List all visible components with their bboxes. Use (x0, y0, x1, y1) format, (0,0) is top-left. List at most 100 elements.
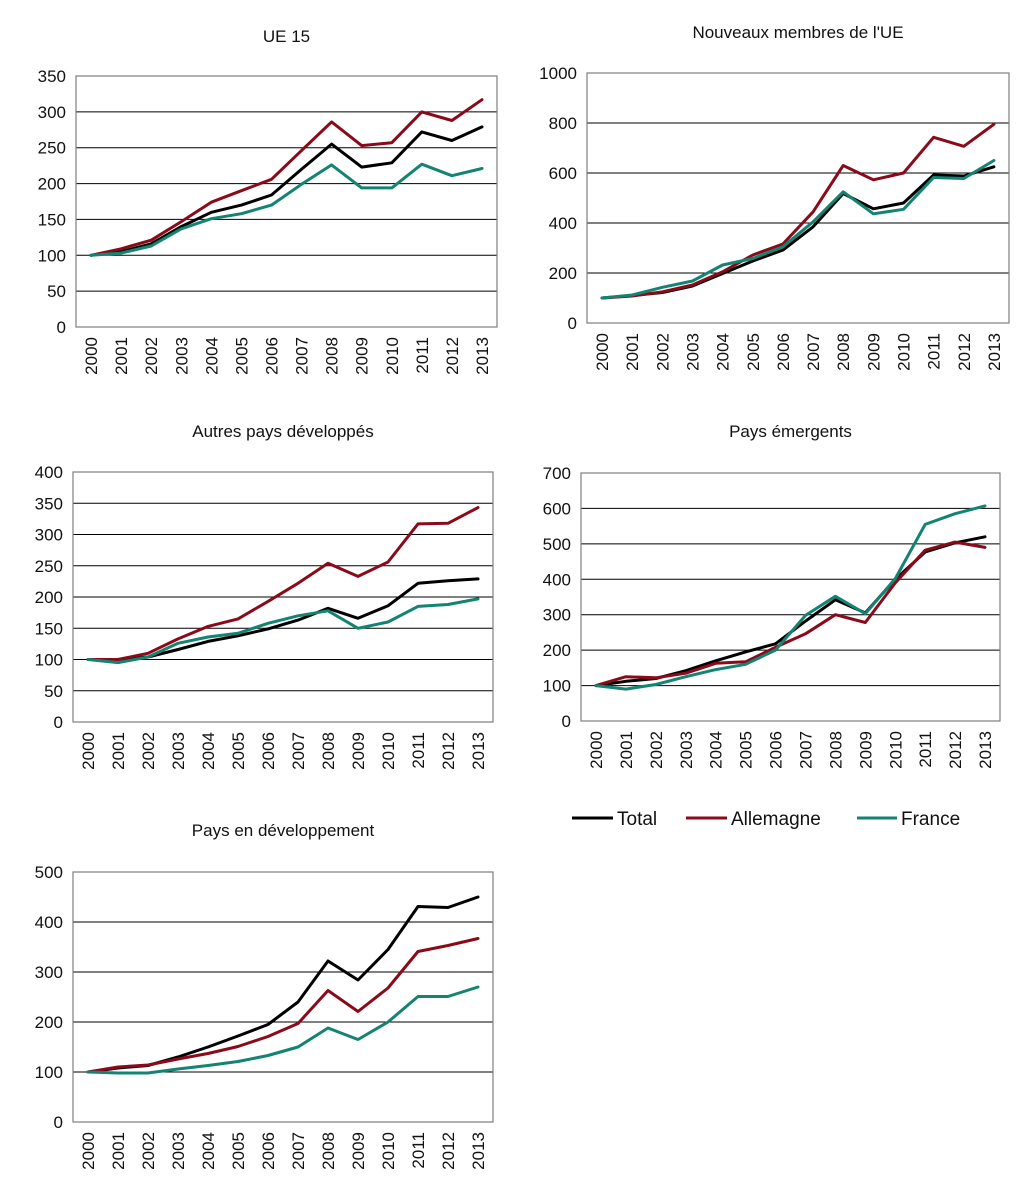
x-tick-label: 2002 (139, 1132, 158, 1170)
series-line-allemagne (86, 937, 480, 1074)
y-tick-label: 350 (38, 67, 66, 86)
x-tick-label: 2012 (439, 732, 458, 770)
x-tick-label: 2005 (232, 337, 251, 375)
x-tick-label: 2010 (379, 1132, 398, 1170)
x-tick-label: 2004 (707, 731, 726, 769)
x-tick-label: 2000 (79, 732, 98, 770)
x-tick-label: 2011 (413, 337, 432, 374)
y-tick-label: 700 (543, 464, 571, 483)
x-tick-label: 2010 (379, 732, 398, 770)
x-tick-label: 2008 (826, 731, 845, 769)
x-tick-label: 2010 (886, 731, 905, 769)
x-tick-label: 2007 (289, 732, 308, 770)
x-tick-label: 2000 (79, 1132, 98, 1170)
y-tick-label: 400 (543, 570, 571, 589)
x-tick-label: 2009 (864, 333, 883, 371)
y-tick-label: 300 (35, 963, 63, 982)
x-tick-label: 2000 (82, 337, 101, 375)
x-tick-label: 2003 (169, 732, 188, 770)
y-tick-label: 200 (35, 1013, 63, 1032)
x-tick-label: 2006 (259, 1132, 278, 1170)
x-tick-label: 2001 (109, 732, 128, 770)
chart-panel-pays-emergents: Pays émergents 0 100 200 300 400 500 600 700 200… (543, 422, 1001, 769)
x-tick-label: 2002 (647, 731, 666, 769)
x-tick-label: 2009 (349, 1132, 368, 1170)
x-tick-label: 2012 (955, 333, 974, 371)
y-tick-label: 100 (543, 677, 571, 696)
x-tick-label: 2003 (169, 1132, 188, 1170)
x-tick-label: 2008 (319, 1132, 338, 1170)
x-tick-label: 2003 (172, 337, 191, 375)
chart-panel-autres-pays-developpes: Autres pays développés 0 50 100 150 200 250 30… (35, 422, 494, 770)
y-tick-label: 0 (54, 713, 63, 732)
x-tick-label: 2000 (593, 333, 612, 371)
x-tick-label: 2009 (349, 732, 368, 770)
x-tick-label: 2008 (319, 732, 338, 770)
x-tick-label: 2000 (587, 731, 606, 769)
series-line-allemagne (86, 506, 480, 661)
x-tick-label: 2005 (229, 732, 248, 770)
x-tick-label: 2008 (323, 337, 342, 375)
x-tick-label: 2013 (469, 732, 488, 770)
series-line-allemagne (89, 98, 484, 257)
y-tick-label: 200 (38, 175, 66, 194)
x-tick-label: 2005 (737, 731, 756, 769)
x-tick-label: 2003 (677, 731, 696, 769)
x-tick-label: 2010 (383, 337, 402, 375)
x-tick-label: 2009 (353, 337, 372, 375)
chart-panel-ue15: UE 15 0 50 100 150 200 250 300 350 2000 2001 2002 2… (38, 27, 498, 375)
y-tick-label: 300 (38, 103, 66, 122)
y-tick-label: 150 (38, 210, 66, 229)
chart-title: Pays en développement (192, 821, 375, 840)
x-tick-label: 2013 (976, 731, 995, 769)
x-tick-label: 2001 (623, 333, 642, 371)
y-tick-label: 500 (35, 863, 63, 882)
series-line-france (86, 597, 480, 665)
y-tick-label: 600 (549, 164, 577, 183)
x-tick-label: 2002 (139, 732, 158, 770)
x-tick-label: 2012 (443, 337, 462, 375)
x-tick-label: 2012 (946, 731, 965, 769)
plot-area (75, 75, 498, 328)
series-line-france (89, 162, 484, 257)
x-tick-label: 2002 (653, 333, 672, 371)
y-tick-label: 800 (549, 114, 577, 133)
y-tick-label: 300 (543, 606, 571, 625)
x-tick-label: 2004 (199, 732, 218, 770)
y-tick-label: 250 (38, 139, 66, 158)
plot-area (580, 472, 1001, 722)
x-tick-label: 2004 (714, 333, 733, 371)
x-tick-label: 2001 (617, 731, 636, 769)
series-line-total (594, 535, 987, 688)
x-tick-label: 2011 (916, 731, 935, 768)
y-tick-label: 50 (47, 282, 66, 301)
y-tick-label: 400 (35, 463, 63, 482)
y-tick-label: 0 (57, 318, 66, 337)
series-line-allemagne (594, 540, 987, 688)
y-tick-label: 150 (35, 619, 63, 638)
x-tick-label: 2003 (684, 333, 703, 371)
x-tick-label: 2001 (112, 337, 131, 375)
x-tick-label: 2006 (774, 333, 793, 371)
y-tick-label: 100 (38, 246, 66, 265)
chart-title: Pays émergents (729, 422, 852, 441)
legend-item-france: France (857, 809, 960, 830)
series-line-france (86, 985, 480, 1075)
plot-area (586, 72, 1010, 324)
x-tick-label: 2013 (473, 337, 492, 375)
legend-item-allemagne: Allemagne (686, 809, 821, 830)
x-tick-label: 2007 (796, 731, 815, 769)
x-tick-label: 2004 (199, 1132, 218, 1170)
x-tick-label: 2010 (895, 333, 914, 371)
chart-panel-pays-en-developpement: Pays en développement 0 100 200 300 400 500 20… (35, 821, 494, 1170)
series-line-total (86, 895, 480, 1074)
x-tick-label: 2008 (834, 333, 853, 371)
y-tick-label: 100 (35, 651, 63, 670)
series-line-allemagne (600, 122, 996, 300)
x-tick-label: 2013 (985, 333, 1004, 371)
legend: Total Allemagne France (572, 809, 960, 830)
x-tick-label: 2007 (289, 1132, 308, 1170)
x-tick-label: 2012 (439, 1132, 458, 1170)
y-tick-label: 300 (35, 526, 63, 545)
